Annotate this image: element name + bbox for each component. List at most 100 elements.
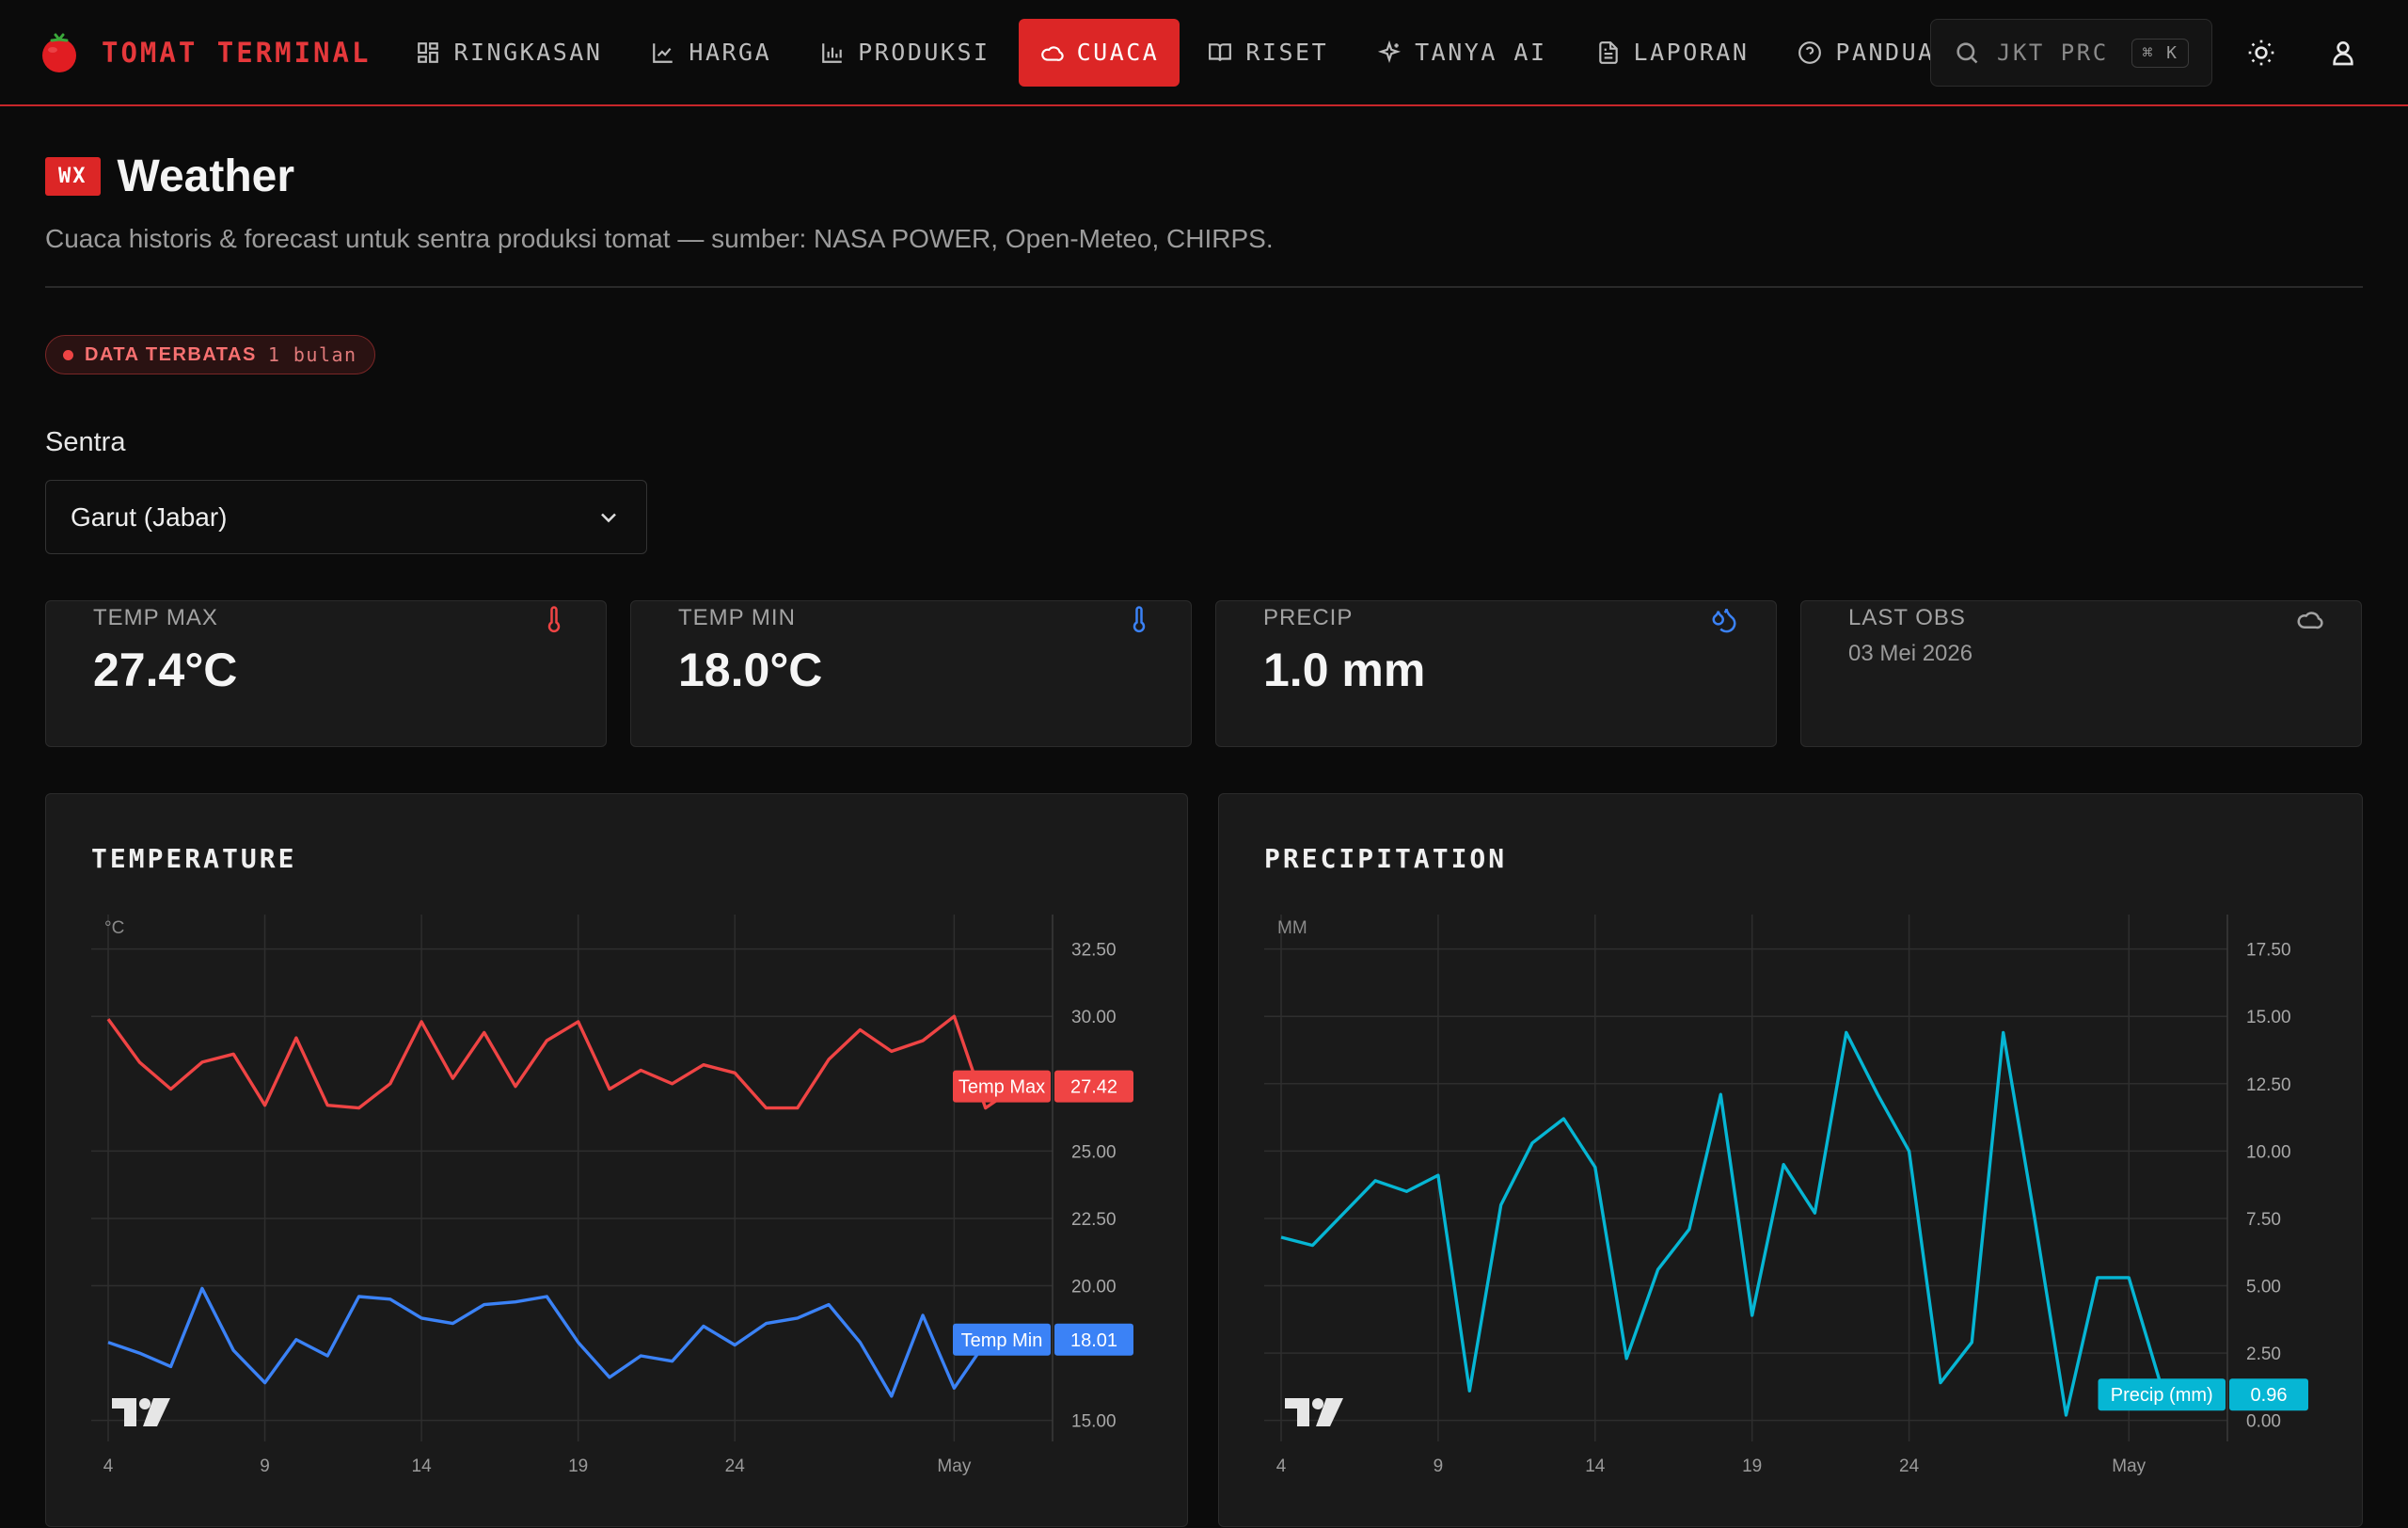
series-value-tag: 0.96 bbox=[2251, 1385, 2288, 1406]
y-tick-label: 17.50 bbox=[2246, 941, 2291, 961]
series-name-tag: Temp Max bbox=[958, 1077, 1045, 1098]
watermark-shape bbox=[112, 1398, 136, 1426]
page-title: Weather bbox=[117, 151, 295, 201]
nav-produksi[interactable]: PRODUKSI bbox=[800, 19, 1010, 87]
sentra-label: Sentra bbox=[45, 427, 126, 457]
watermark-shape bbox=[1316, 1398, 1343, 1426]
nav-tanya-ai[interactable]: TANYA AI bbox=[1356, 19, 1567, 87]
x-tick-label: 19 bbox=[1742, 1456, 1762, 1476]
book-icon bbox=[1209, 42, 1232, 61]
document-icon bbox=[1598, 40, 1618, 64]
x-tick-label: 9 bbox=[260, 1456, 270, 1476]
precipitation-chart[interactable]: 4 9 14 19 24 May 0.00 2.50 5.00 7.50 10.00 12.50 15.… bbox=[1219, 794, 2364, 1528]
help-icon bbox=[1798, 40, 1822, 64]
brand-name: TOMAT TERMINAL bbox=[102, 36, 372, 69]
x-tick-label: 14 bbox=[1585, 1456, 1606, 1476]
series-line-precip-mm bbox=[1280, 1030, 2193, 1417]
nav-cuaca[interactable]: CUACA bbox=[1018, 18, 1180, 87]
stat-card-last-obs: LAST OBS 03 Mei 2026 bbox=[1800, 600, 2362, 747]
status-dot bbox=[63, 349, 73, 360]
watermark-shape bbox=[1285, 1398, 1309, 1426]
limit-label: DATA TERBATAS bbox=[85, 343, 257, 365]
search-icon bbox=[1956, 42, 1978, 64]
series-value-tag-bg bbox=[2229, 1378, 2308, 1411]
chart-watermark-logo bbox=[1285, 1398, 1343, 1426]
nav-panduan[interactable]: PANDUAN bbox=[1777, 19, 1972, 87]
y-tick-label: 15.00 bbox=[1071, 1412, 1117, 1432]
y-tick-label: 22.50 bbox=[1071, 1210, 1117, 1230]
nav-ringkasan[interactable]: RINGKASAN bbox=[395, 19, 623, 87]
brand[interactable]: TOMAT TERMINAL bbox=[38, 31, 371, 74]
nav-laporan[interactable]: LAPORAN bbox=[1576, 19, 1770, 87]
series-value-tag: 18.01 bbox=[1070, 1330, 1117, 1351]
series-name-tag-bg bbox=[953, 1323, 1051, 1356]
y-tick-label: 12.50 bbox=[2246, 1075, 2291, 1095]
user-icon bbox=[2333, 41, 2353, 66]
series-line-temp-min bbox=[107, 1286, 1018, 1398]
search-shortcut: ⌘ K bbox=[2131, 38, 2189, 68]
stat-label: LAST OBS bbox=[1848, 605, 1966, 630]
series-name-tag-bg bbox=[2098, 1378, 2226, 1411]
y-tick-label: 2.50 bbox=[2246, 1345, 2281, 1364]
series-price-tag: Temp Min 18.01 bbox=[953, 1323, 1133, 1356]
main-nav: RINGKASAN HARGA PRODUKSI CUACA RISET TAN… bbox=[395, 18, 1972, 87]
stat-value: 03 Mei 2026 bbox=[1848, 641, 1973, 666]
watermark-shape bbox=[139, 1398, 150, 1409]
line-chart-icon bbox=[653, 42, 673, 63]
chart-title: TEMPERATURE bbox=[91, 843, 297, 874]
series-line-temp-max bbox=[106, 1014, 1018, 1110]
droplets-icon bbox=[1712, 609, 1736, 633]
header-divider bbox=[45, 286, 2363, 288]
watermark-shape bbox=[143, 1398, 170, 1426]
chart-watermark-logo bbox=[112, 1398, 170, 1426]
nav-label: CUACA bbox=[1076, 39, 1160, 66]
sun-icon bbox=[2248, 40, 2274, 66]
y-tick-label: 10.00 bbox=[2246, 1142, 2291, 1162]
y-tick-label: 15.00 bbox=[2246, 1008, 2291, 1027]
temperature-chart[interactable]: 4 9 14 19 24 May 15.00 20.00 22.50 25.00 30.00 32.5… bbox=[46, 794, 1189, 1528]
series-name-tag: Temp Min bbox=[961, 1330, 1043, 1351]
page-badge: WX bbox=[45, 157, 101, 196]
thermometer-icon bbox=[547, 606, 561, 633]
nav-label: RISET bbox=[1245, 39, 1329, 66]
series-value-tag: 27.42 bbox=[1070, 1077, 1117, 1098]
search-placeholder: JKT PRC bbox=[1997, 40, 2109, 66]
y-axis-unit-label: MM bbox=[1277, 918, 1307, 938]
x-tick-label: 24 bbox=[1899, 1456, 1920, 1476]
chart-title: PRECIPITATION bbox=[1264, 843, 1508, 874]
x-tick-label: May bbox=[2112, 1456, 2146, 1476]
series-name-tag-bg bbox=[953, 1070, 1051, 1103]
sentra-select[interactable]: Garut (Jabar) bbox=[45, 480, 647, 554]
stat-card-temp-min: TEMP MIN 18.0°C bbox=[630, 600, 1192, 747]
stat-value: 27.4°C bbox=[93, 644, 238, 696]
y-tick-label: 20.00 bbox=[1071, 1278, 1117, 1297]
user-account-button[interactable] bbox=[2321, 30, 2366, 75]
theme-toggle-button[interactable] bbox=[2239, 30, 2284, 75]
nav-label: HARGA bbox=[689, 39, 772, 66]
stat-label: TEMP MAX bbox=[93, 605, 218, 630]
y-tick-label: 30.00 bbox=[1071, 1008, 1117, 1027]
series-price-tag: Precip (mm) 0.96 bbox=[2098, 1378, 2308, 1411]
x-tick-label: 4 bbox=[103, 1456, 114, 1476]
nav-label: TANYA AI bbox=[1415, 39, 1547, 66]
top-navbar: TOMAT TERMINAL RINGKASAN HARGA PRODUKSI … bbox=[0, 0, 2408, 106]
y-axis-unit-label: °C bbox=[104, 918, 124, 938]
nav-label: LAPORAN bbox=[1633, 39, 1750, 66]
chevron-down-icon bbox=[601, 513, 616, 522]
series-price-tag: Temp Max 27.42 bbox=[953, 1070, 1133, 1103]
grid-icon bbox=[418, 41, 439, 63]
search-box[interactable]: JKT PRC ⌘ K bbox=[1930, 19, 2212, 87]
x-tick-label: 4 bbox=[1276, 1456, 1287, 1476]
nav-riset[interactable]: RISET bbox=[1187, 19, 1349, 87]
stat-card-temp-max: TEMP MAX 27.4°C bbox=[45, 600, 607, 747]
stat-label: TEMP MIN bbox=[678, 605, 796, 630]
limit-value: 1 bulan bbox=[267, 343, 357, 366]
cloud-icon bbox=[1040, 45, 1064, 61]
sentra-selected-value: Garut (Jabar) bbox=[71, 501, 228, 532]
y-tick-label: 32.50 bbox=[1071, 941, 1117, 961]
y-tick-label: 0.00 bbox=[2246, 1412, 2281, 1432]
series-value-tag-bg bbox=[1054, 1070, 1133, 1103]
cloud-icon bbox=[2297, 612, 2323, 629]
x-tick-label: 19 bbox=[568, 1456, 588, 1476]
nav-harga[interactable]: HARGA bbox=[630, 19, 792, 87]
